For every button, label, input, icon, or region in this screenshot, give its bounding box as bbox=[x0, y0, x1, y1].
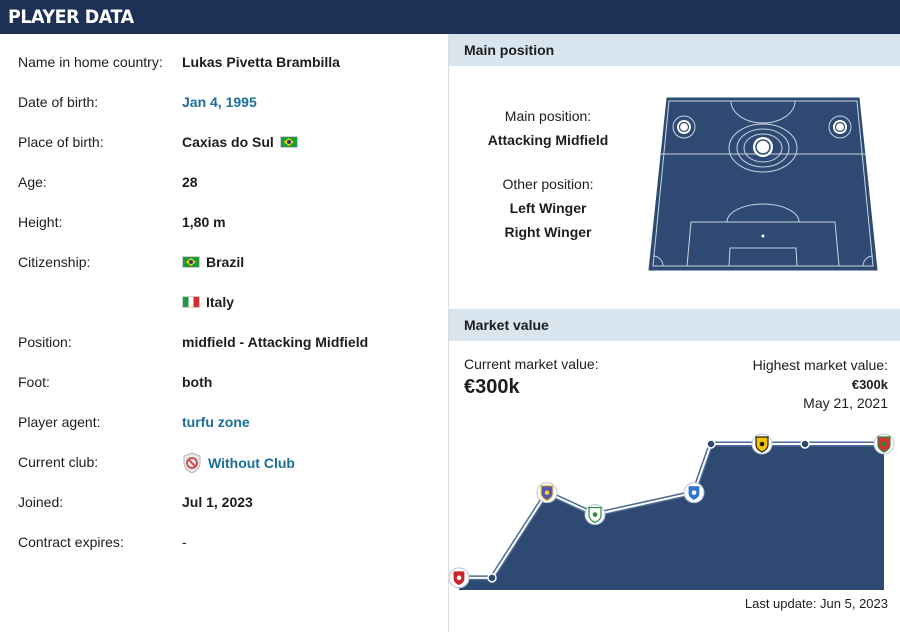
value-joined: Jul 1, 2023 bbox=[182, 494, 253, 510]
value-citizenship-1: Brazil bbox=[182, 252, 244, 272]
info-row-name: Name in home country: Lukas Pivetta Bram… bbox=[0, 52, 448, 92]
highest-market-value-date: May 21, 2021 bbox=[803, 395, 888, 411]
other-position-value-1: Left Winger bbox=[509, 200, 587, 216]
info-row-age: Age: 28 bbox=[0, 172, 448, 212]
blue-purple-crest-icon[interactable] bbox=[536, 482, 558, 504]
italy-flag-icon bbox=[182, 296, 200, 308]
other-position-label: Other position: bbox=[502, 176, 594, 192]
info-row-citizenship: Citizenship: Brazil bbox=[0, 252, 448, 292]
info-row-height: Height: 1,80 m bbox=[0, 212, 448, 252]
value-name: Lukas Pivetta Brambilla bbox=[182, 54, 340, 70]
last-update-text: Last update: Jun 5, 2023 bbox=[744, 596, 888, 611]
label-joined: Joined: bbox=[18, 494, 64, 510]
value-citizenship-2: Italy bbox=[182, 292, 234, 312]
label-club: Current club: bbox=[18, 454, 99, 470]
highest-market-value-block: Highest market value: €300k May 21, 2021 bbox=[753, 356, 888, 413]
chart-point[interactable] bbox=[706, 439, 716, 449]
value-age: 28 bbox=[182, 174, 198, 190]
label-dob: Date of birth: bbox=[18, 94, 99, 110]
dob-link[interactable]: Jan 4, 1995 bbox=[182, 94, 257, 110]
header-bar: PLAYER DATA bbox=[0, 0, 900, 34]
pitch-field bbox=[648, 97, 878, 271]
panel-divider bbox=[448, 34, 449, 632]
value-height: 1,80 m bbox=[182, 214, 226, 230]
chart-point[interactable] bbox=[487, 573, 497, 583]
green-crest-icon[interactable] bbox=[584, 504, 606, 526]
other-position-value-2: Right Winger bbox=[504, 224, 592, 240]
brazil-flag-icon bbox=[279, 136, 298, 148]
label-name: Name in home country: bbox=[18, 54, 163, 70]
info-row-foot: Foot: both bbox=[0, 372, 448, 412]
value-position: midfield - Attacking Midfield bbox=[182, 334, 369, 350]
without-club-icon bbox=[183, 452, 201, 474]
info-row-birthplace: Place of birth: Caxias do Sul bbox=[0, 132, 448, 172]
main-position-heading: Main position bbox=[449, 34, 900, 66]
current-club-link[interactable]: Without Club bbox=[182, 452, 295, 474]
info-row-club: Current club: Without Club bbox=[0, 452, 448, 492]
highest-market-value: €300k bbox=[851, 377, 888, 392]
label-citizenship: Citizenship: bbox=[18, 254, 91, 270]
red-green-crest-icon[interactable] bbox=[873, 433, 895, 455]
label-height: Height: bbox=[18, 214, 63, 230]
value-contract: - bbox=[182, 534, 187, 550]
page-title: PLAYER DATA bbox=[8, 6, 134, 28]
info-row-agent: Player agent: turfu zone bbox=[0, 412, 448, 452]
chart-point[interactable] bbox=[800, 439, 810, 449]
player-data-panel: Name in home country: Lukas Pivetta Bram… bbox=[0, 34, 448, 632]
market-value-chart[interactable] bbox=[449, 424, 900, 594]
birthplace-text: Caxias do Sul bbox=[182, 134, 274, 150]
label-contract: Contract expires: bbox=[18, 534, 124, 550]
main-position-label: Main position: bbox=[504, 108, 592, 124]
label-agent: Player agent: bbox=[18, 414, 101, 430]
other-position-text: Other position: Left Winger Right Winger bbox=[449, 172, 647, 244]
right-winger-marker bbox=[828, 115, 852, 139]
left-winger-marker bbox=[672, 115, 696, 139]
brazil-flag-icon bbox=[182, 256, 200, 268]
current-market-value-label: Current market value: bbox=[464, 356, 599, 372]
info-row-position: Position: midfield - Attacking Midfield bbox=[0, 332, 448, 372]
main-position-heading-text: Main position bbox=[464, 42, 555, 58]
main-position-value: Attacking Midfield bbox=[487, 132, 609, 148]
label-foot: Foot: bbox=[18, 374, 50, 390]
info-row-joined: Joined: Jul 1, 2023 bbox=[0, 492, 448, 532]
pitch-diagram bbox=[648, 97, 878, 271]
market-value-heading-text: Market value bbox=[464, 317, 549, 333]
blue-swirl-crest-icon[interactable] bbox=[683, 482, 705, 504]
value-foot: both bbox=[182, 374, 213, 390]
citizenship-2-text: Italy bbox=[206, 294, 235, 310]
label-age: Age: bbox=[18, 174, 47, 190]
info-row-dob: Date of birth: Jan 4, 1995 bbox=[0, 92, 448, 132]
value-birthplace: Caxias do Sul bbox=[182, 132, 298, 152]
label-birthplace: Place of birth: bbox=[18, 134, 104, 150]
label-position: Position: bbox=[18, 334, 72, 350]
current-market-value: €300k bbox=[464, 376, 520, 398]
market-value-heading: Market value bbox=[449, 309, 900, 341]
info-row-contract: Contract expires: - bbox=[0, 532, 448, 572]
right-panel: Main position Main position: Attacking M… bbox=[449, 34, 900, 632]
current-club-text[interactable]: Without Club bbox=[208, 455, 295, 471]
main-position-marker bbox=[728, 123, 798, 173]
main-position-text: Main position: Attacking Midfield bbox=[449, 104, 647, 152]
highest-market-value-label: Highest market value: bbox=[752, 357, 888, 373]
yellow-black-crest-icon[interactable] bbox=[751, 433, 773, 455]
market-value-area bbox=[459, 444, 884, 590]
citizenship-1-text: Brazil bbox=[206, 254, 245, 270]
red-crest-icon[interactable] bbox=[449, 567, 470, 589]
info-row-citizenship-2: Italy bbox=[0, 292, 448, 332]
agent-link[interactable]: turfu zone bbox=[182, 414, 250, 430]
